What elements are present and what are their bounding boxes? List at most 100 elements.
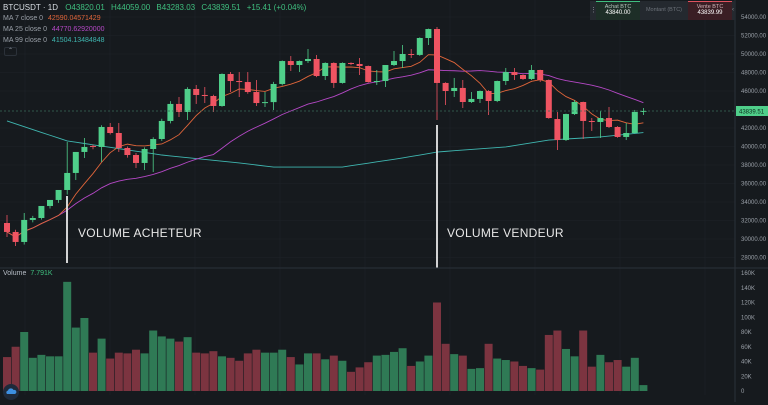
ma25-legend[interactable]: MA 25 close 0 44770.62920000 (3, 26, 104, 33)
volume-bar (97, 338, 106, 391)
volume-tick-label: 40K (741, 360, 752, 366)
symbol-interval[interactable]: BTCUSDT · 1D (3, 3, 58, 12)
candle-up (597, 118, 604, 122)
candle-down (442, 82, 449, 91)
volume-bar (132, 349, 140, 391)
sell-button[interactable]: Vente BTC 43839.99 (688, 1, 732, 20)
candle-down (313, 58, 320, 77)
buy-volume-annotation: VOLUME ACHETEUR (78, 226, 202, 240)
volume-axis[interactable]: 160K 140K 120K 100K 80K 60K 40K 20K 0 (741, 271, 755, 395)
candle-up (184, 88, 191, 112)
amount-input[interactable]: Montant (BTC) (645, 7, 683, 13)
volume-bar (329, 355, 338, 391)
volume-bar (37, 354, 46, 391)
volume-bar (467, 368, 476, 391)
candle-down (133, 155, 139, 163)
volume-bar (458, 355, 467, 391)
volume-bar (183, 337, 192, 391)
candle-down (614, 126, 621, 137)
cloud-logo-icon[interactable] (3, 384, 19, 400)
candle-down (12, 231, 19, 242)
volume-bar (3, 357, 11, 391)
candle-up (425, 29, 432, 38)
candle-up (81, 146, 88, 152)
ma99-label: MA 99 close 0 (3, 37, 47, 44)
buy-label: Achat BTC (604, 4, 632, 10)
candle-up (158, 120, 165, 140)
candle-down (545, 79, 552, 119)
candle-down (408, 54, 415, 55)
candle-down (210, 95, 217, 106)
volume-bar (192, 352, 201, 391)
candle-up (296, 61, 303, 66)
price-tick-label: 40000.00 (741, 145, 767, 151)
buy-button[interactable]: Achat BTC 43840.00 (596, 1, 640, 20)
volume-tick-label: 140K (741, 286, 755, 292)
volume-tick-label: 20K (741, 374, 752, 380)
candle-up (640, 110, 647, 112)
volume-bar (11, 346, 20, 391)
volume-bars (3, 281, 648, 391)
candle-up (322, 62, 329, 77)
ma99-line (6, 120, 644, 168)
candle-up (47, 199, 53, 206)
volume-bar (390, 351, 398, 391)
change-value: +15.41 (+0.04%) (246, 3, 307, 12)
collapse-widget-icon[interactable]: ‹ (732, 7, 734, 13)
candle-down (356, 63, 363, 67)
volume-bar (553, 330, 562, 391)
candle-down (287, 61, 294, 66)
price-tick-label: 34000.00 (741, 200, 767, 206)
candle-up (451, 87, 458, 91)
candle-down (606, 118, 612, 127)
candle-down (124, 147, 131, 156)
candle-up (623, 132, 630, 137)
price-tick-label: 52000.00 (741, 34, 767, 40)
candle-up (141, 148, 148, 163)
price-axis[interactable]: 54000.00 52000.00 50000.00 48000.00 46000.00… (741, 15, 767, 262)
drag-handle-icon[interactable]: ⋮ (590, 7, 597, 14)
volume-bar (166, 338, 175, 391)
chevron-up-icon[interactable]: ⌃ (4, 47, 17, 56)
volume-bar (415, 361, 424, 391)
ma7-legend[interactable]: MA 7 close 0 42590.04571429 (3, 15, 101, 22)
candle-down (244, 82, 251, 93)
volume-bar (269, 352, 278, 391)
volume-bar (510, 361, 519, 391)
candle-down (227, 73, 234, 82)
volume-bar (407, 365, 416, 391)
candle-down (176, 103, 182, 112)
volume-bar (123, 353, 132, 391)
volume-bar (286, 357, 295, 391)
volume-bar (484, 343, 493, 391)
volume-bar (381, 354, 390, 391)
volume-bar (596, 354, 605, 391)
volume-bar (80, 317, 89, 391)
volume-bar (149, 330, 158, 391)
high-value: H44059.00 (111, 3, 151, 12)
volume-bar (527, 368, 536, 391)
volume-tick-label: 60K (741, 345, 752, 351)
volume-bar (398, 348, 407, 391)
candle-up (631, 111, 638, 133)
candle-down (580, 102, 587, 121)
candle-down (193, 88, 200, 95)
ma99-legend[interactable]: MA 99 close 0 41504.13484848 (3, 37, 104, 44)
candle-up (219, 73, 225, 106)
volume-bar (424, 355, 433, 391)
volume-bar (441, 343, 450, 391)
volume-bar (261, 352, 269, 391)
candle-down (588, 120, 595, 122)
buy-price: 43840.00 (605, 10, 631, 16)
volume-value: 7.791K (30, 270, 53, 277)
volume-bar (519, 365, 527, 391)
volume-bar (200, 353, 209, 391)
candle-up (279, 61, 286, 84)
candle-down (554, 119, 561, 141)
volume-bar (536, 369, 545, 391)
volume-bar (218, 356, 226, 391)
candle-up (382, 65, 389, 82)
candle-up (72, 151, 79, 173)
volume-bar (587, 366, 596, 391)
